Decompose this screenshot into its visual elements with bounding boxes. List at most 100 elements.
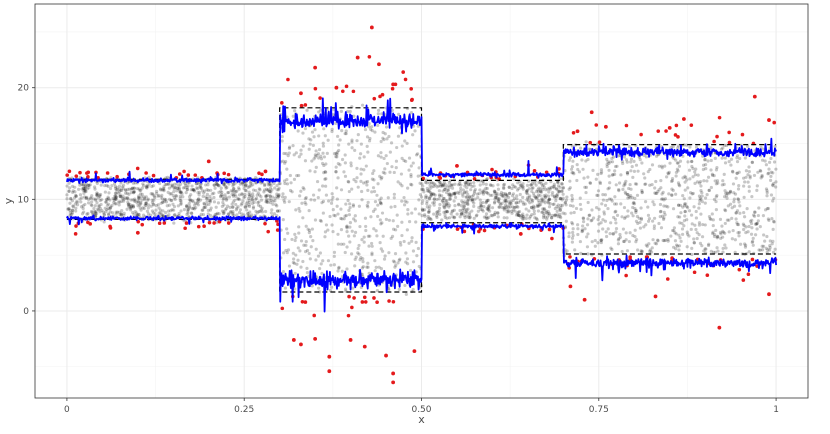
outlier-point [355,55,360,60]
data-point [135,186,140,191]
data-point [536,198,540,202]
data-point [354,255,358,259]
data-point [488,183,493,187]
data-point [177,184,181,188]
data-point [368,136,372,141]
data-point [631,175,635,179]
data-point [167,182,171,186]
data-point [229,210,233,214]
data-point [219,195,223,199]
data-point [185,204,189,208]
data-point [733,250,737,254]
data-point [359,142,363,146]
data-point [410,183,414,187]
data-point [98,206,102,210]
data-point [502,208,506,212]
data-point [540,199,544,203]
data-point [461,206,465,210]
data-point [320,271,324,276]
outlier-point [727,140,732,145]
data-point [622,239,626,244]
data-point [372,227,376,231]
data-point [108,210,112,214]
data-point [297,231,301,235]
data-point [389,236,393,240]
data-point [586,175,590,179]
data-point [393,204,397,209]
data-point [554,199,558,203]
data-point [442,204,446,208]
data-point [770,242,774,246]
outlier-point [157,221,162,226]
data-point [321,259,325,263]
data-point [442,180,446,184]
data-point [379,247,383,251]
data-point [668,161,672,165]
data-point [647,217,652,221]
data-point [186,209,190,213]
data-point [210,192,214,196]
data-point [687,168,692,172]
data-point [353,214,357,218]
data-point [200,208,204,212]
data-point [600,238,604,242]
data-point [111,196,115,201]
data-point [660,164,664,168]
data-point [709,217,713,221]
data-point [366,200,370,204]
data-point [336,232,340,236]
data-point [515,188,520,192]
data-point [287,264,292,268]
data-point [765,189,769,193]
data-point [231,205,235,209]
data-point [750,160,754,165]
data-point [296,258,300,262]
data-point [396,134,401,138]
data-point [331,112,335,117]
data-point [715,179,720,183]
data-point [108,198,112,202]
data-point [635,193,640,197]
data-point [256,191,260,195]
data-point [578,202,583,207]
data-point [639,216,644,220]
data-point [597,215,601,219]
data-point [538,193,542,198]
data-point [716,234,720,238]
data-point [250,198,255,202]
data-point [147,203,151,207]
data-point [115,186,119,190]
data-point [596,189,601,193]
data-point [627,195,631,199]
data-point [657,164,661,168]
data-point [726,204,730,208]
data-point [743,180,747,184]
data-point [375,289,380,293]
data-point [451,183,455,187]
data-point [766,206,770,211]
outlier-point [135,230,140,235]
data-point [228,205,232,209]
data-point [292,177,297,181]
data-point [508,205,513,209]
outlier-point [299,91,303,96]
data-point [674,247,678,251]
data-point [677,164,682,168]
data-point [580,158,584,162]
data-point [704,167,708,171]
data-point [293,109,297,113]
data-point [352,177,356,182]
data-point [723,221,727,226]
data-point [388,150,392,154]
data-point [81,206,85,211]
data-point [411,161,415,165]
data-point [735,171,739,175]
data-point [250,197,255,201]
data-point [159,208,163,212]
data-point [453,192,457,197]
data-point [617,188,621,192]
data-point [761,147,765,151]
data-point [690,246,694,250]
data-point [109,205,113,209]
data-point [72,196,77,200]
